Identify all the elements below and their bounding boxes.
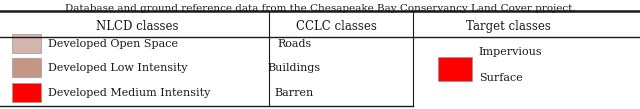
Text: Database and ground reference data from the Chesapeake Bay Conservancy Land Cove: Database and ground reference data from … — [65, 4, 575, 13]
Text: Developed Medium Intensity: Developed Medium Intensity — [48, 88, 211, 98]
Bar — [12, 83, 41, 102]
Bar — [438, 57, 472, 81]
Bar — [12, 58, 41, 77]
Text: Developed Open Space: Developed Open Space — [48, 39, 178, 49]
Text: NLCD classes: NLCD classes — [97, 20, 179, 33]
Text: Target classes: Target classes — [467, 20, 551, 33]
Text: Buildings: Buildings — [268, 63, 321, 73]
Text: CCLC classes: CCLC classes — [296, 20, 376, 33]
Text: Developed Low Intensity: Developed Low Intensity — [48, 63, 188, 73]
Bar — [12, 34, 41, 53]
Text: Roads: Roads — [277, 39, 312, 49]
Text: Impervious: Impervious — [479, 47, 542, 57]
Text: Barren: Barren — [275, 88, 314, 98]
Text: Surface: Surface — [479, 73, 522, 83]
